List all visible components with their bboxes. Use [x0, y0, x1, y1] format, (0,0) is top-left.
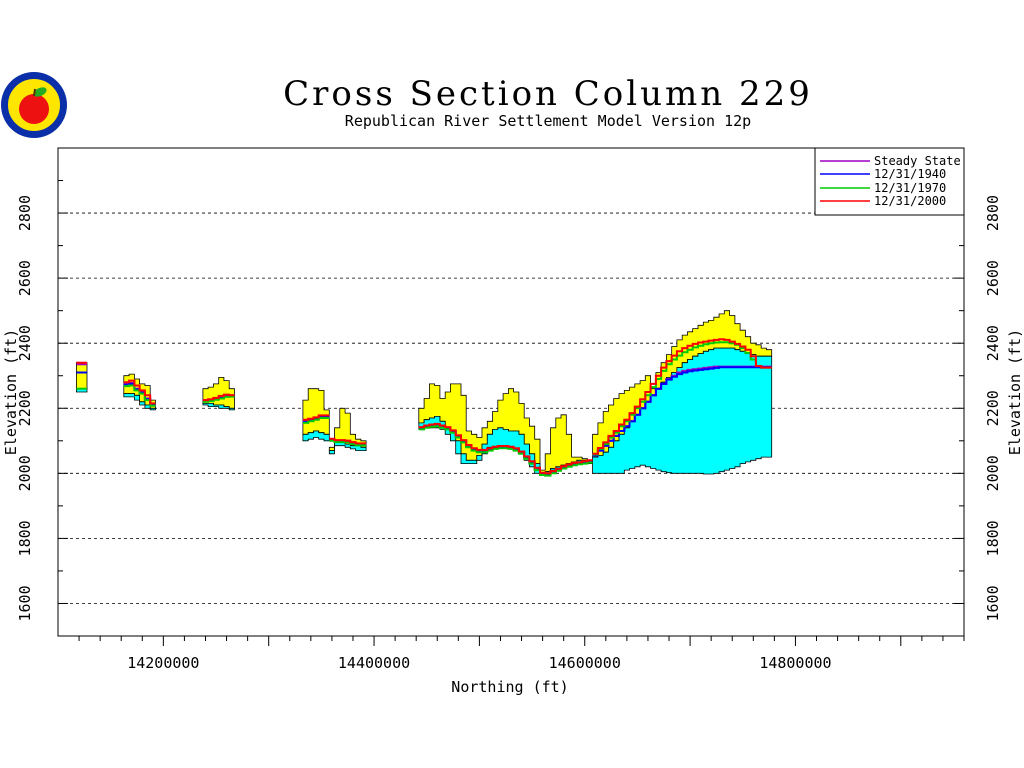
x-tick-label-14600000: 14600000 — [549, 654, 621, 672]
y-axis-label-right: Elevation (ft) — [1006, 329, 1024, 455]
y-tick-label-left-2000: 2000 — [16, 455, 34, 491]
y-tick-label-left-2600: 2600 — [16, 260, 34, 296]
x-tick-label-14400000: 14400000 — [338, 654, 410, 672]
head-lines — [76, 338, 772, 477]
x-tick-labels: 14200000 14400000 14600000 14800000 — [127, 654, 831, 672]
series-line-y2000-6 — [592, 338, 772, 455]
y-tick-label-left-1800: 1800 — [16, 520, 34, 556]
upper-layer-area-0 — [76, 362, 88, 390]
legend-label-1970: 12/31/1970 — [874, 181, 946, 195]
lower-layer-area-2 — [202, 402, 235, 411]
y-tick-label-right-2200: 2200 — [984, 390, 1002, 426]
y-tick-label-left-1600: 1600 — [16, 585, 34, 621]
y-tick-label-right-2600: 2600 — [984, 260, 1002, 296]
axis-ticks — [58, 147, 965, 646]
legend-label-steady-state: Steady State — [874, 154, 961, 168]
y-axis-label-left: Elevation (ft) — [2, 329, 20, 455]
x-tick-label-14200000: 14200000 — [127, 654, 199, 672]
x-axis-label: Northing (ft) — [451, 678, 568, 696]
y-tick-label-right-2800: 2800 — [984, 195, 1002, 231]
y-tick-label-left-2200: 2200 — [16, 390, 34, 426]
seal-logo — [1, 72, 67, 138]
legend: Steady State 12/31/1940 12/31/1970 12/31… — [814, 147, 965, 216]
legend-label-1940: 12/31/1940 — [874, 167, 946, 181]
series-line-y2000-5 — [418, 422, 593, 475]
x-tick-label-14800000: 14800000 — [759, 654, 831, 672]
legend-box — [814, 147, 965, 216]
chart-subtitle: Republican River Settlement Model Versio… — [345, 112, 751, 130]
y-tick-label-left-2400: 2400 — [16, 325, 34, 361]
y-tick-label-right-2400: 2400 — [984, 325, 1002, 361]
y-tick-label-left-2800: 2800 — [16, 195, 34, 231]
lower-layer-area-1 — [123, 393, 156, 411]
y-tick-labels-left: 1600 1800 2000 2200 2400 2600 2800 — [16, 195, 34, 622]
y-tick-label-right-1600: 1600 — [984, 585, 1002, 621]
y-tick-labels-right: 1600 1800 2000 2200 2400 2600 2800 — [984, 195, 1002, 622]
series-line-y2000-1 — [123, 379, 156, 405]
series-line-y1970-2 — [202, 395, 235, 403]
y-tick-label-right-1800: 1800 — [984, 520, 1002, 556]
chart-title: Cross Section Column 229 — [283, 74, 813, 114]
y-tick-label-right-2000: 2000 — [984, 455, 1002, 491]
series-line-y2000-3 — [302, 414, 330, 421]
series-line-y2000-2 — [202, 393, 235, 402]
series-line-y2000-4 — [329, 437, 367, 445]
series-line-y1970-5 — [418, 425, 593, 477]
legend-label-2000: 12/31/2000 — [874, 194, 946, 208]
